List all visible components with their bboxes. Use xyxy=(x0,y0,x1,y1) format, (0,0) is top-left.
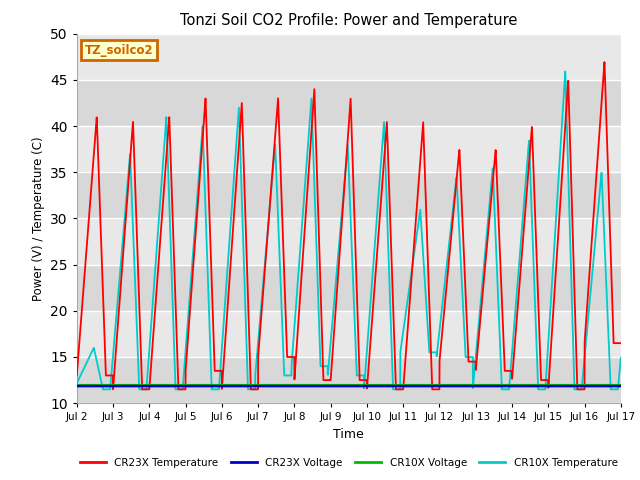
Y-axis label: Power (V) / Temperature (C): Power (V) / Temperature (C) xyxy=(31,136,45,300)
Bar xyxy=(77,172,621,218)
X-axis label: Time: Time xyxy=(333,428,364,441)
Bar xyxy=(77,264,621,311)
Bar xyxy=(77,311,621,357)
Title: Tonzi Soil CO2 Profile: Power and Temperature: Tonzi Soil CO2 Profile: Power and Temper… xyxy=(180,13,518,28)
Bar xyxy=(77,34,621,80)
Text: TZ_soilco2: TZ_soilco2 xyxy=(85,44,154,57)
Bar xyxy=(77,218,621,264)
Legend: CR23X Temperature, CR23X Voltage, CR10X Voltage, CR10X Temperature: CR23X Temperature, CR23X Voltage, CR10X … xyxy=(76,454,622,472)
Bar xyxy=(77,126,621,172)
Bar xyxy=(77,80,621,126)
Bar xyxy=(77,357,621,403)
